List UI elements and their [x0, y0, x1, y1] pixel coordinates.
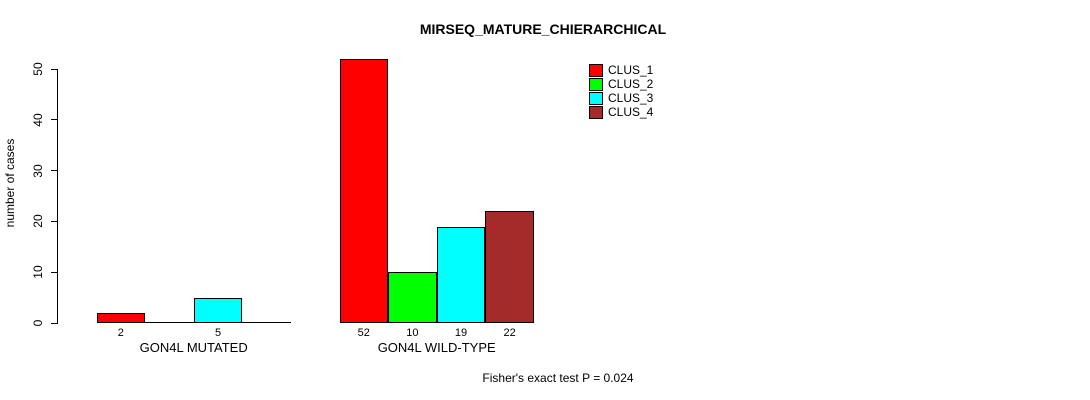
bar-zero-clus-4-gon4l-mutated: [242, 322, 291, 323]
y-tick-label: 20: [31, 214, 45, 229]
x-axis-group-label-gon4l-mutated: GON4L MUTATED: [139, 340, 248, 355]
y-tick-mark: [50, 170, 58, 172]
legend-label: CLUS_1: [608, 62, 654, 77]
y-tick-mark: [50, 322, 58, 324]
bar-value-label: 5: [214, 327, 222, 339]
bar-zero-clus-2-gon4l-mutated: [145, 322, 194, 323]
y-tick-mark: [50, 220, 58, 222]
legend-swatch-clus-3: [589, 91, 603, 105]
y-tick-mark: [50, 68, 58, 70]
legend-item-clus-2: CLUS_2: [589, 77, 653, 91]
y-tick-label: 10: [31, 265, 45, 279]
y-tick-label: 50: [31, 62, 45, 76]
legend-swatch-clus-2: [589, 77, 603, 91]
legend-label: CLUS_2: [608, 76, 654, 91]
legend: CLUS_1 CLUS_2 CLUS_3 CLUS_4: [589, 63, 653, 120]
x-axis-group-label-gon4l-wild-type: GON4L WILD-TYPE: [377, 340, 496, 355]
legend-item-clus-4: CLUS_4: [589, 106, 653, 120]
y-tick-label: 30: [31, 164, 45, 178]
bar-clus-4-gon4l-wild-type: [485, 211, 534, 323]
legend-swatch-clus-4: [589, 106, 603, 120]
chart-title: MIRSEQ_MATURE_CHIERARCHICAL: [419, 21, 667, 37]
y-tick-mark: [50, 271, 58, 273]
bar-clus-1-gon4l-wild-type: [339, 58, 389, 323]
legend-label: CLUS_4: [608, 105, 654, 120]
bar-value-label: 22: [503, 327, 516, 339]
footnote: Fisher's exact test P = 0.024: [482, 371, 634, 385]
legend-label: CLUS_3: [608, 90, 654, 105]
y-tick-label: 0: [31, 319, 45, 327]
bar-value-label: 2: [117, 327, 124, 339]
y-tick-mark: [50, 119, 58, 121]
y-tick-label: 40: [31, 113, 45, 127]
bar-value-label: 10: [406, 327, 419, 339]
y-axis-label: number of cases: [3, 138, 17, 228]
bar-value-label: 52: [357, 327, 370, 339]
bar-clus-3-gon4l-mutated: [193, 297, 243, 323]
bar-clus-3-gon4l-wild-type: [436, 226, 486, 323]
legend-item-clus-1: CLUS_1: [589, 63, 653, 77]
bar-clus-2-gon4l-wild-type: [388, 272, 437, 323]
bar-clus-1-gon4l-mutated: [96, 312, 146, 323]
y-axis-line: [57, 69, 58, 323]
legend-item-clus-3: CLUS_3: [589, 91, 653, 105]
legend-swatch-clus-1: [589, 63, 603, 77]
bar-value-label: 19: [454, 327, 468, 339]
